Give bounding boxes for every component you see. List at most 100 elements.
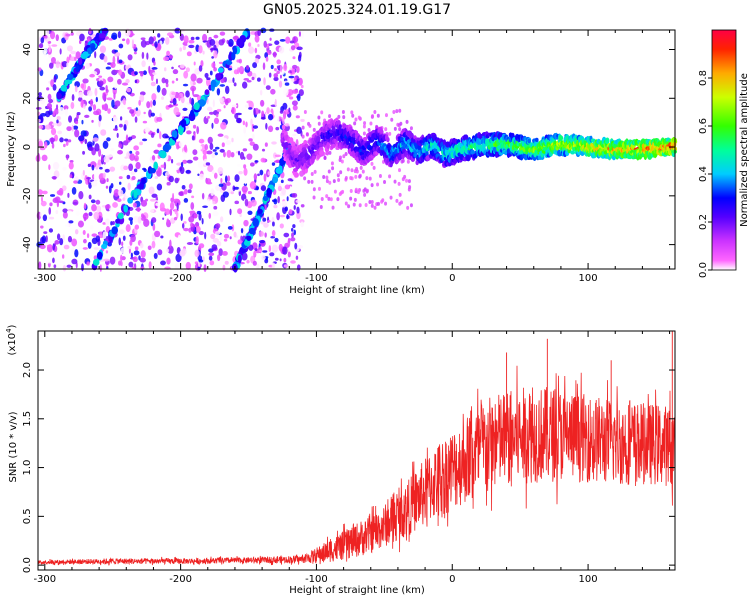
spectral-blob <box>244 198 249 207</box>
spectral-blob <box>98 148 102 157</box>
spectral-blob <box>312 127 316 132</box>
spectral-blob <box>329 197 333 202</box>
spectral-blob <box>177 234 181 241</box>
spectral-blob <box>301 134 305 139</box>
ridge-blob <box>215 73 221 79</box>
spectral-blob <box>123 124 127 131</box>
spectral-blob <box>234 113 239 120</box>
ridge-blob <box>328 133 333 138</box>
spectral-blob <box>163 56 170 62</box>
spectral-blob <box>172 198 180 202</box>
spectral-blob <box>202 256 205 262</box>
spectral-blob <box>406 205 410 210</box>
spectral-blob <box>212 200 216 205</box>
spectral-blob <box>170 158 174 164</box>
spectral-blob <box>231 137 234 143</box>
spectral-blob <box>41 47 48 55</box>
spectral-blob <box>191 135 195 141</box>
spectral-blob <box>223 233 230 239</box>
spectral-blob <box>208 212 212 219</box>
spectral-blob <box>49 137 56 143</box>
spectral-blob <box>148 36 154 45</box>
spectral-blob <box>244 140 250 143</box>
spectral-blob <box>151 193 158 198</box>
spectral-blob <box>160 37 165 42</box>
spectral-blob <box>248 46 255 54</box>
spectral-blob <box>143 168 147 173</box>
spectral-blob <box>218 183 224 187</box>
spectral-blob <box>154 205 157 209</box>
spectral-blob <box>238 170 243 175</box>
spectral-blob <box>113 128 119 131</box>
ridge-blob <box>67 73 74 81</box>
spectral-blob <box>140 37 146 41</box>
spectral-blob <box>243 183 248 187</box>
spectral-blob <box>52 257 55 264</box>
spectral-blob <box>300 204 305 208</box>
spectrogram-x-axis-label: Height of straight line (km) <box>289 285 425 296</box>
spectral-blob <box>208 252 215 256</box>
spectral-blob <box>71 113 76 119</box>
spectral-blob <box>139 114 146 119</box>
spectral-blob <box>56 233 61 241</box>
ridge-blob <box>171 130 178 139</box>
spectral-blob <box>273 204 278 209</box>
spectral-blob <box>365 188 369 193</box>
spectral-blob <box>320 110 324 115</box>
spectral-blob <box>192 87 195 96</box>
spectral-blob <box>48 164 51 171</box>
ridge-blob <box>115 218 121 224</box>
spectral-blob <box>209 111 214 115</box>
spectral-blob <box>323 155 327 160</box>
spectral-blob <box>287 251 291 258</box>
ridge-blob <box>294 172 299 178</box>
spectral-blob <box>40 225 44 229</box>
spectral-blob <box>140 39 147 48</box>
spectral-blob <box>369 121 373 126</box>
spectral-blob <box>252 242 258 250</box>
spectral-blob <box>268 245 272 253</box>
spectral-blob <box>141 60 146 68</box>
spectral-blob <box>112 202 118 208</box>
spectral-blob <box>370 183 374 188</box>
spectral-blob <box>218 248 223 256</box>
spectral-blob <box>109 256 116 265</box>
spectral-blob <box>100 263 106 269</box>
ridge-blob <box>527 138 531 144</box>
spectral-blob <box>186 51 192 57</box>
spectral-blob <box>317 115 321 120</box>
snr-line <box>37 365 676 566</box>
spectral-blob <box>139 94 145 103</box>
spectral-blob <box>54 240 60 245</box>
spectral-blob <box>220 121 227 130</box>
ridge-blob <box>193 102 200 111</box>
spectral-blob <box>133 51 137 55</box>
spectral-blob <box>296 206 300 214</box>
spectral-blob <box>398 168 402 173</box>
ridge-blob <box>117 212 124 220</box>
spectral-blob <box>71 238 78 247</box>
spectral-blob <box>51 142 55 149</box>
spectral-blob <box>102 231 107 239</box>
spectral-blob <box>211 122 214 129</box>
spectral-blob <box>244 132 248 137</box>
spectral-blob <box>74 129 80 138</box>
spectral-blob <box>192 81 196 86</box>
spectral-blob <box>118 69 123 76</box>
x-tick-label: -200 <box>169 273 192 284</box>
spectral-blob <box>117 189 124 197</box>
y-tick-label: 0.5 <box>22 508 33 524</box>
spectral-blob <box>154 230 161 238</box>
spectral-blob <box>81 119 84 125</box>
spectral-blob <box>166 181 171 186</box>
spectral-blob <box>363 192 367 197</box>
spectral-blob <box>151 240 156 249</box>
spectral-blob <box>103 103 109 112</box>
ridge-blob <box>445 141 451 148</box>
spectral-blob <box>114 49 118 53</box>
spectral-blob <box>201 192 205 200</box>
spectral-blob <box>129 109 135 114</box>
spectral-blob <box>397 181 401 186</box>
spectral-blob <box>40 196 43 202</box>
ridge-blob <box>252 218 259 227</box>
